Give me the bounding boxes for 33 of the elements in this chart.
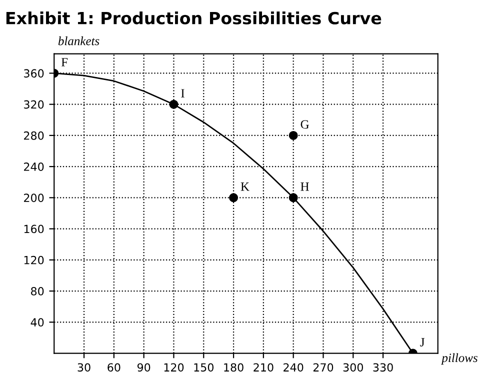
x-tick-label: 90 [137,363,150,372]
x-tick-label: 240 [284,363,304,372]
x-tick-label: 180 [224,363,244,372]
point [229,193,238,202]
y-tick-label: 40 [30,318,44,327]
x-tick-label: 30 [78,363,90,372]
y-axis-title: blankets [58,36,100,46]
data-label: F [61,58,68,66]
x-tick-label: 270 [313,363,334,372]
x-tick-label: 150 [194,363,214,372]
x-axis-title: pillows [440,353,478,365]
x-tick-label: 120 [164,363,184,372]
y-tick-label: 360 [24,69,44,78]
y-tick-label: 120 [24,256,44,264]
data-label: I [181,89,184,98]
y-tick-label: 80 [31,287,44,296]
point [288,130,298,140]
x-tick-label: 300 [343,363,364,372]
point [169,100,178,109]
data-label: J [420,338,425,346]
x-tick-label: 330 [373,363,393,372]
y-tick-label: 240 [24,162,44,171]
data-label: H [300,182,309,191]
x-tick-label: 210 [254,363,274,372]
y-tick-label: 280 [24,131,44,140]
chart-title: Exhibit 1: Production Possibilities Curve [6,12,382,24]
y-tick-label: 160 [24,224,44,234]
x-tick-label: 60 [108,363,120,372]
y-tick-label: 320 [24,100,44,109]
data-label: K [240,182,250,191]
data-label: G [300,120,309,129]
point [288,193,298,202]
y-tick-label: 200 [24,194,44,202]
